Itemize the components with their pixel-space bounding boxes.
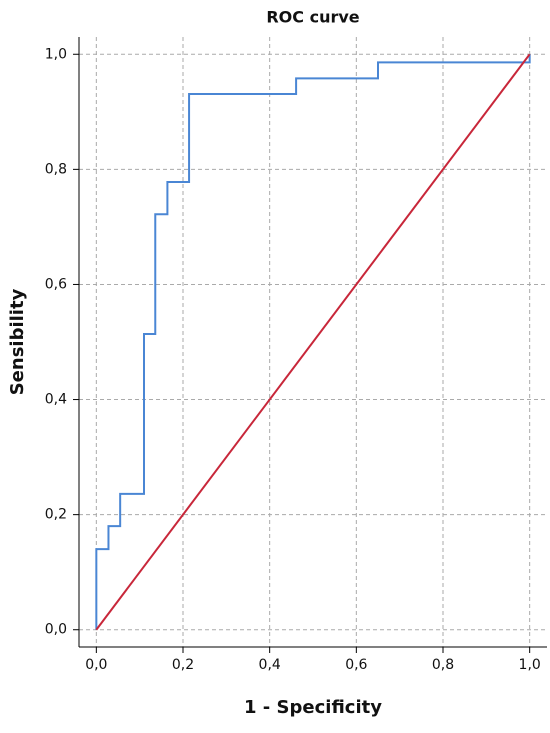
x-tick-label: 0,8 <box>432 657 454 673</box>
y-axis-label: Sensibility <box>7 288 28 395</box>
y-tick-label: 0,4 <box>45 392 67 408</box>
x-tick-label: 0,6 <box>345 657 367 673</box>
x-axis-label: 1 - Specificity <box>244 697 382 718</box>
x-tick-label: 0,0 <box>85 657 107 673</box>
line <box>95 54 531 630</box>
line <box>95 53 531 631</box>
x-tick-label: 0,2 <box>172 657 194 673</box>
x-tick-label: 0,4 <box>259 657 281 673</box>
chart-title: ROC curve <box>266 8 359 27</box>
y-tick-label: 1,0 <box>45 46 67 62</box>
y-tick-label: 0,6 <box>45 276 67 292</box>
x-tick-label: 1,0 <box>519 657 541 673</box>
y-tick-label: 0,0 <box>45 622 67 638</box>
y-tick-label: 0,8 <box>45 161 67 177</box>
y-tick-label: 0,2 <box>45 507 67 523</box>
